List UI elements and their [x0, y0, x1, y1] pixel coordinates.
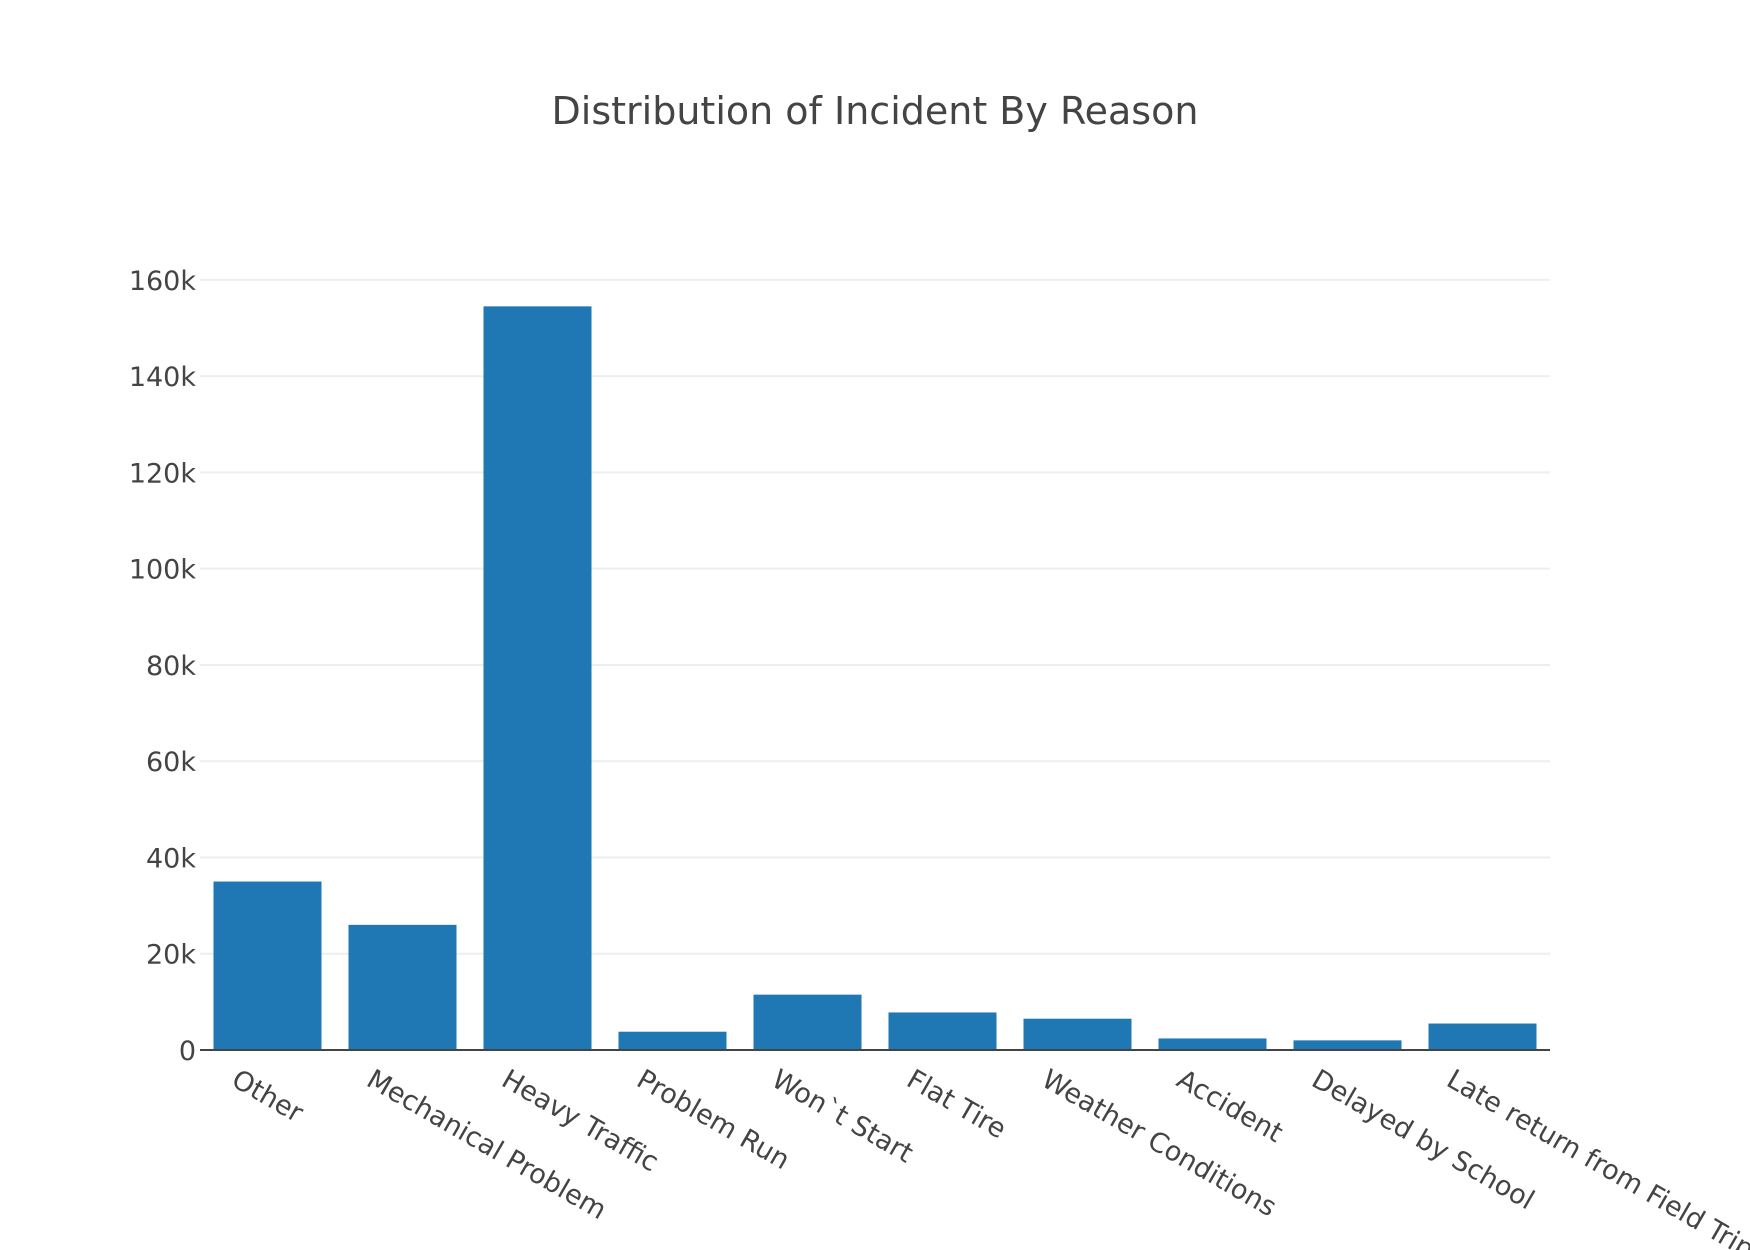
y-tick-label: 120k	[129, 458, 197, 489]
x-tick-label: Accident	[1171, 1064, 1288, 1149]
bar	[348, 924, 457, 1050]
bar	[1428, 1023, 1537, 1050]
x-tick-label: Delayed by School	[1306, 1064, 1539, 1216]
bar	[1293, 1040, 1402, 1050]
x-tick-label: Weather Conditions	[1036, 1064, 1281, 1223]
y-tick-label: 20k	[146, 940, 196, 971]
gridlines	[200, 278, 1550, 955]
y-tick-label: 0	[179, 1036, 196, 1067]
bar	[213, 881, 322, 1050]
chart-title: Distribution of Incident By Reason	[552, 89, 1199, 133]
bar	[483, 306, 592, 1050]
y-tick-label: 140k	[129, 362, 197, 393]
y-tick-label: 100k	[129, 555, 197, 586]
y-tick-label: 80k	[146, 651, 196, 682]
x-tick-label: Mechanical Problem	[361, 1064, 611, 1226]
y-tick-label: 60k	[146, 747, 196, 778]
bar	[1023, 1018, 1132, 1050]
bars	[213, 306, 1537, 1050]
x-tick-label: Late return from Field Trip	[1441, 1064, 1750, 1250]
bar	[888, 1012, 997, 1050]
bar	[618, 1031, 727, 1050]
x-tick-label: Flat Tire	[901, 1064, 1011, 1145]
y-axis-ticks: 0 20k 40k 60k 80k 100k 120k 140k 160k	[129, 266, 197, 1067]
y-tick-label: 40k	[146, 843, 196, 874]
bar	[1158, 1038, 1267, 1050]
y-tick-label: 160k	[129, 266, 197, 297]
bar	[753, 994, 862, 1050]
x-tick-label: Other	[226, 1064, 309, 1130]
